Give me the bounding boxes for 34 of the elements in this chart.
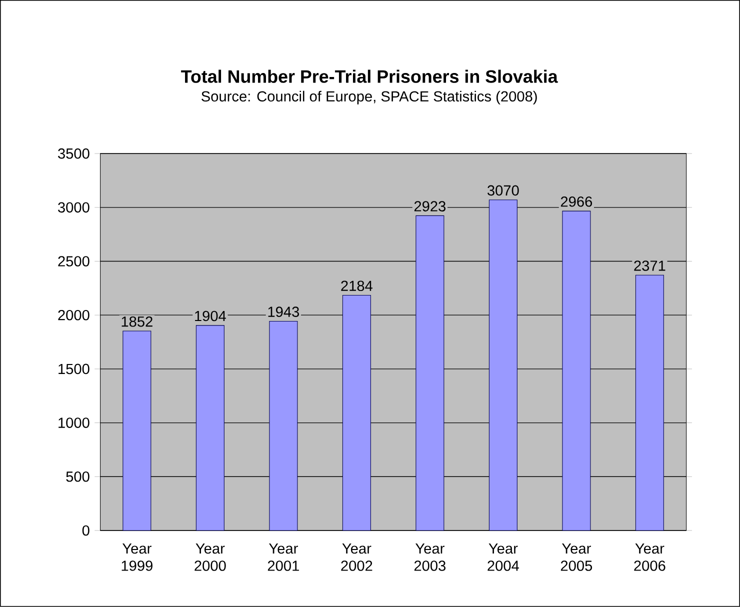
y-tick-label: 0 bbox=[82, 525, 90, 536]
y-tick-label: 3000 bbox=[58, 202, 90, 213]
data-label: 1852 bbox=[122, 316, 152, 327]
y-tick-label: 2000 bbox=[58, 310, 90, 320]
x-tick-label: Year 2000 bbox=[194, 544, 226, 572]
x-tick-label: Year 1999 bbox=[122, 544, 152, 572]
x-tick-label: Year 2001 bbox=[268, 544, 299, 572]
data-label: 1904 bbox=[195, 310, 226, 322]
y-tick-label: 500 bbox=[66, 472, 90, 482]
y-tick-label: 2500 bbox=[58, 256, 90, 267]
y-tick-label: 3500 bbox=[58, 148, 90, 159]
bar bbox=[488, 200, 518, 531]
x-tick-label: Year 2004 bbox=[488, 544, 519, 572]
bar bbox=[635, 274, 664, 531]
bar bbox=[269, 321, 298, 531]
data-label: 2184 bbox=[341, 280, 372, 292]
chart-subtitle: Source: Council of Europe, SPACE Statistics (2008) bbox=[202, 90, 537, 105]
data-label: 2371 bbox=[634, 260, 666, 271]
bar bbox=[342, 295, 371, 531]
x-tick-label: Year 2005 bbox=[560, 544, 592, 572]
x-tick-label: Year 2006 bbox=[634, 544, 666, 572]
bar bbox=[562, 210, 591, 531]
bar bbox=[122, 330, 152, 531]
data-label: 1943 bbox=[268, 306, 300, 318]
x-tick-label: Year 2003 bbox=[414, 544, 446, 572]
chart-title: Total Number Pre-Trial Prisoners in Slovakia bbox=[181, 70, 558, 83]
data-label: 2923 bbox=[414, 201, 446, 212]
x-tick-label: Year 2002 bbox=[341, 544, 372, 572]
bar bbox=[416, 216, 444, 531]
y-tick-label: 1000 bbox=[58, 418, 90, 428]
data-label: 2966 bbox=[560, 196, 592, 207]
data-label: 3070 bbox=[488, 185, 519, 196]
y-tick-label: 1500 bbox=[58, 364, 90, 374]
bar bbox=[196, 325, 224, 531]
